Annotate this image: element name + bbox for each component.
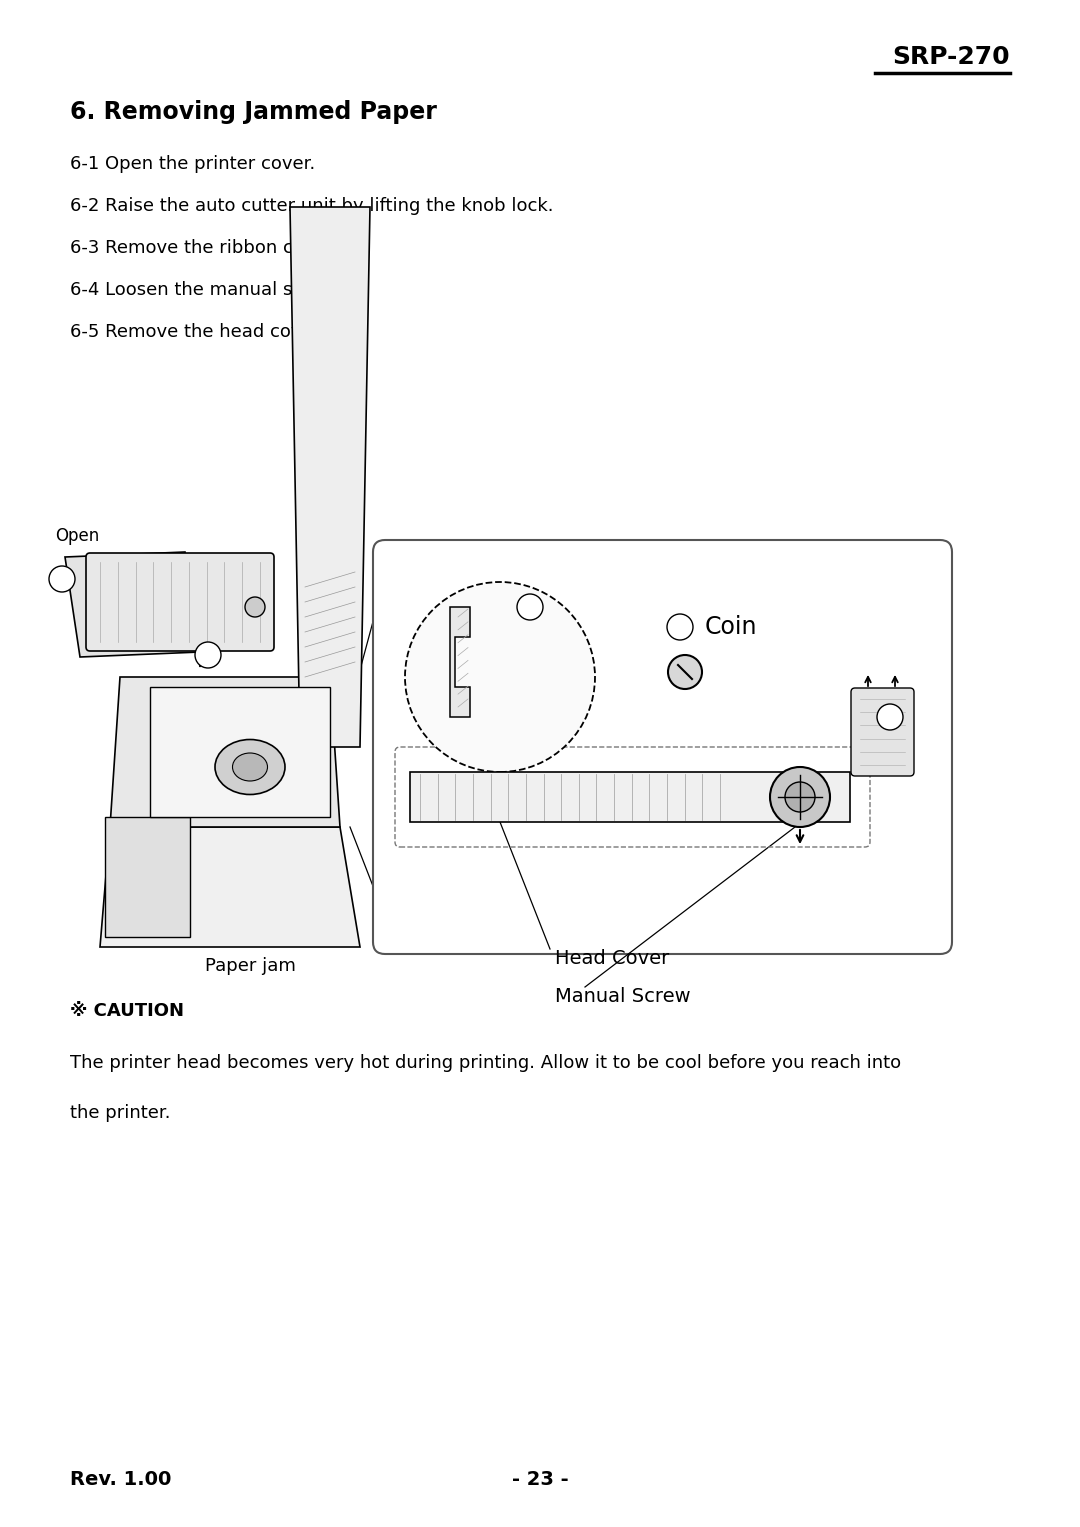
Polygon shape	[291, 208, 370, 747]
Polygon shape	[105, 817, 190, 938]
Polygon shape	[65, 551, 200, 657]
Text: 6-2 Raise the auto cutter unit by lifting the knob lock.: 6-2 Raise the auto cutter unit by liftin…	[70, 197, 554, 215]
Ellipse shape	[215, 739, 285, 794]
Text: 6-3 Remove the ribbon cassette.: 6-3 Remove the ribbon cassette.	[70, 240, 365, 257]
Text: 6-5 Remove the head cover.: 6-5 Remove the head cover.	[70, 324, 324, 341]
Ellipse shape	[232, 753, 268, 780]
Circle shape	[770, 767, 831, 828]
Circle shape	[245, 597, 265, 617]
Text: ※ CAUTION: ※ CAUTION	[70, 1002, 184, 1020]
Text: 6-1 Open the printer cover.: 6-1 Open the printer cover.	[70, 156, 315, 173]
Text: Rev. 1.00: Rev. 1.00	[70, 1471, 172, 1489]
Text: Open: Open	[55, 527, 99, 545]
Text: 2: 2	[204, 651, 212, 660]
Text: 6. Removing Jammed Paper: 6. Removing Jammed Paper	[70, 99, 437, 124]
Polygon shape	[100, 828, 360, 947]
Text: 3: 3	[676, 621, 684, 632]
Text: Coin: Coin	[705, 615, 757, 638]
Circle shape	[877, 704, 903, 730]
Text: Paper jam: Paper jam	[204, 957, 296, 976]
Text: 6-4 Loosen the manual screw.: 6-4 Loosen the manual screw.	[70, 281, 339, 299]
FancyBboxPatch shape	[851, 689, 914, 776]
Circle shape	[195, 641, 221, 667]
FancyBboxPatch shape	[86, 553, 274, 651]
Polygon shape	[150, 687, 330, 817]
Text: Head Cover: Head Cover	[555, 948, 670, 968]
Circle shape	[49, 567, 75, 592]
Text: Manual Screw: Manual Screw	[555, 986, 690, 1006]
Text: - 23 -: - 23 -	[512, 1471, 568, 1489]
Text: the printer.: the printer.	[70, 1104, 171, 1122]
Text: 1: 1	[58, 574, 66, 583]
Polygon shape	[110, 676, 340, 828]
Circle shape	[669, 655, 702, 689]
Circle shape	[405, 582, 595, 773]
Circle shape	[517, 594, 543, 620]
Text: 4: 4	[887, 712, 893, 722]
Text: SRP-270: SRP-270	[892, 44, 1010, 69]
Circle shape	[785, 782, 815, 812]
FancyBboxPatch shape	[373, 541, 951, 954]
Circle shape	[667, 614, 693, 640]
Bar	[410, 773, 850, 822]
Text: 5: 5	[527, 602, 534, 612]
Polygon shape	[450, 608, 470, 718]
Text: The printer head becomes very hot during printing. Allow it to be cool before yo: The printer head becomes very hot during…	[70, 1054, 901, 1072]
